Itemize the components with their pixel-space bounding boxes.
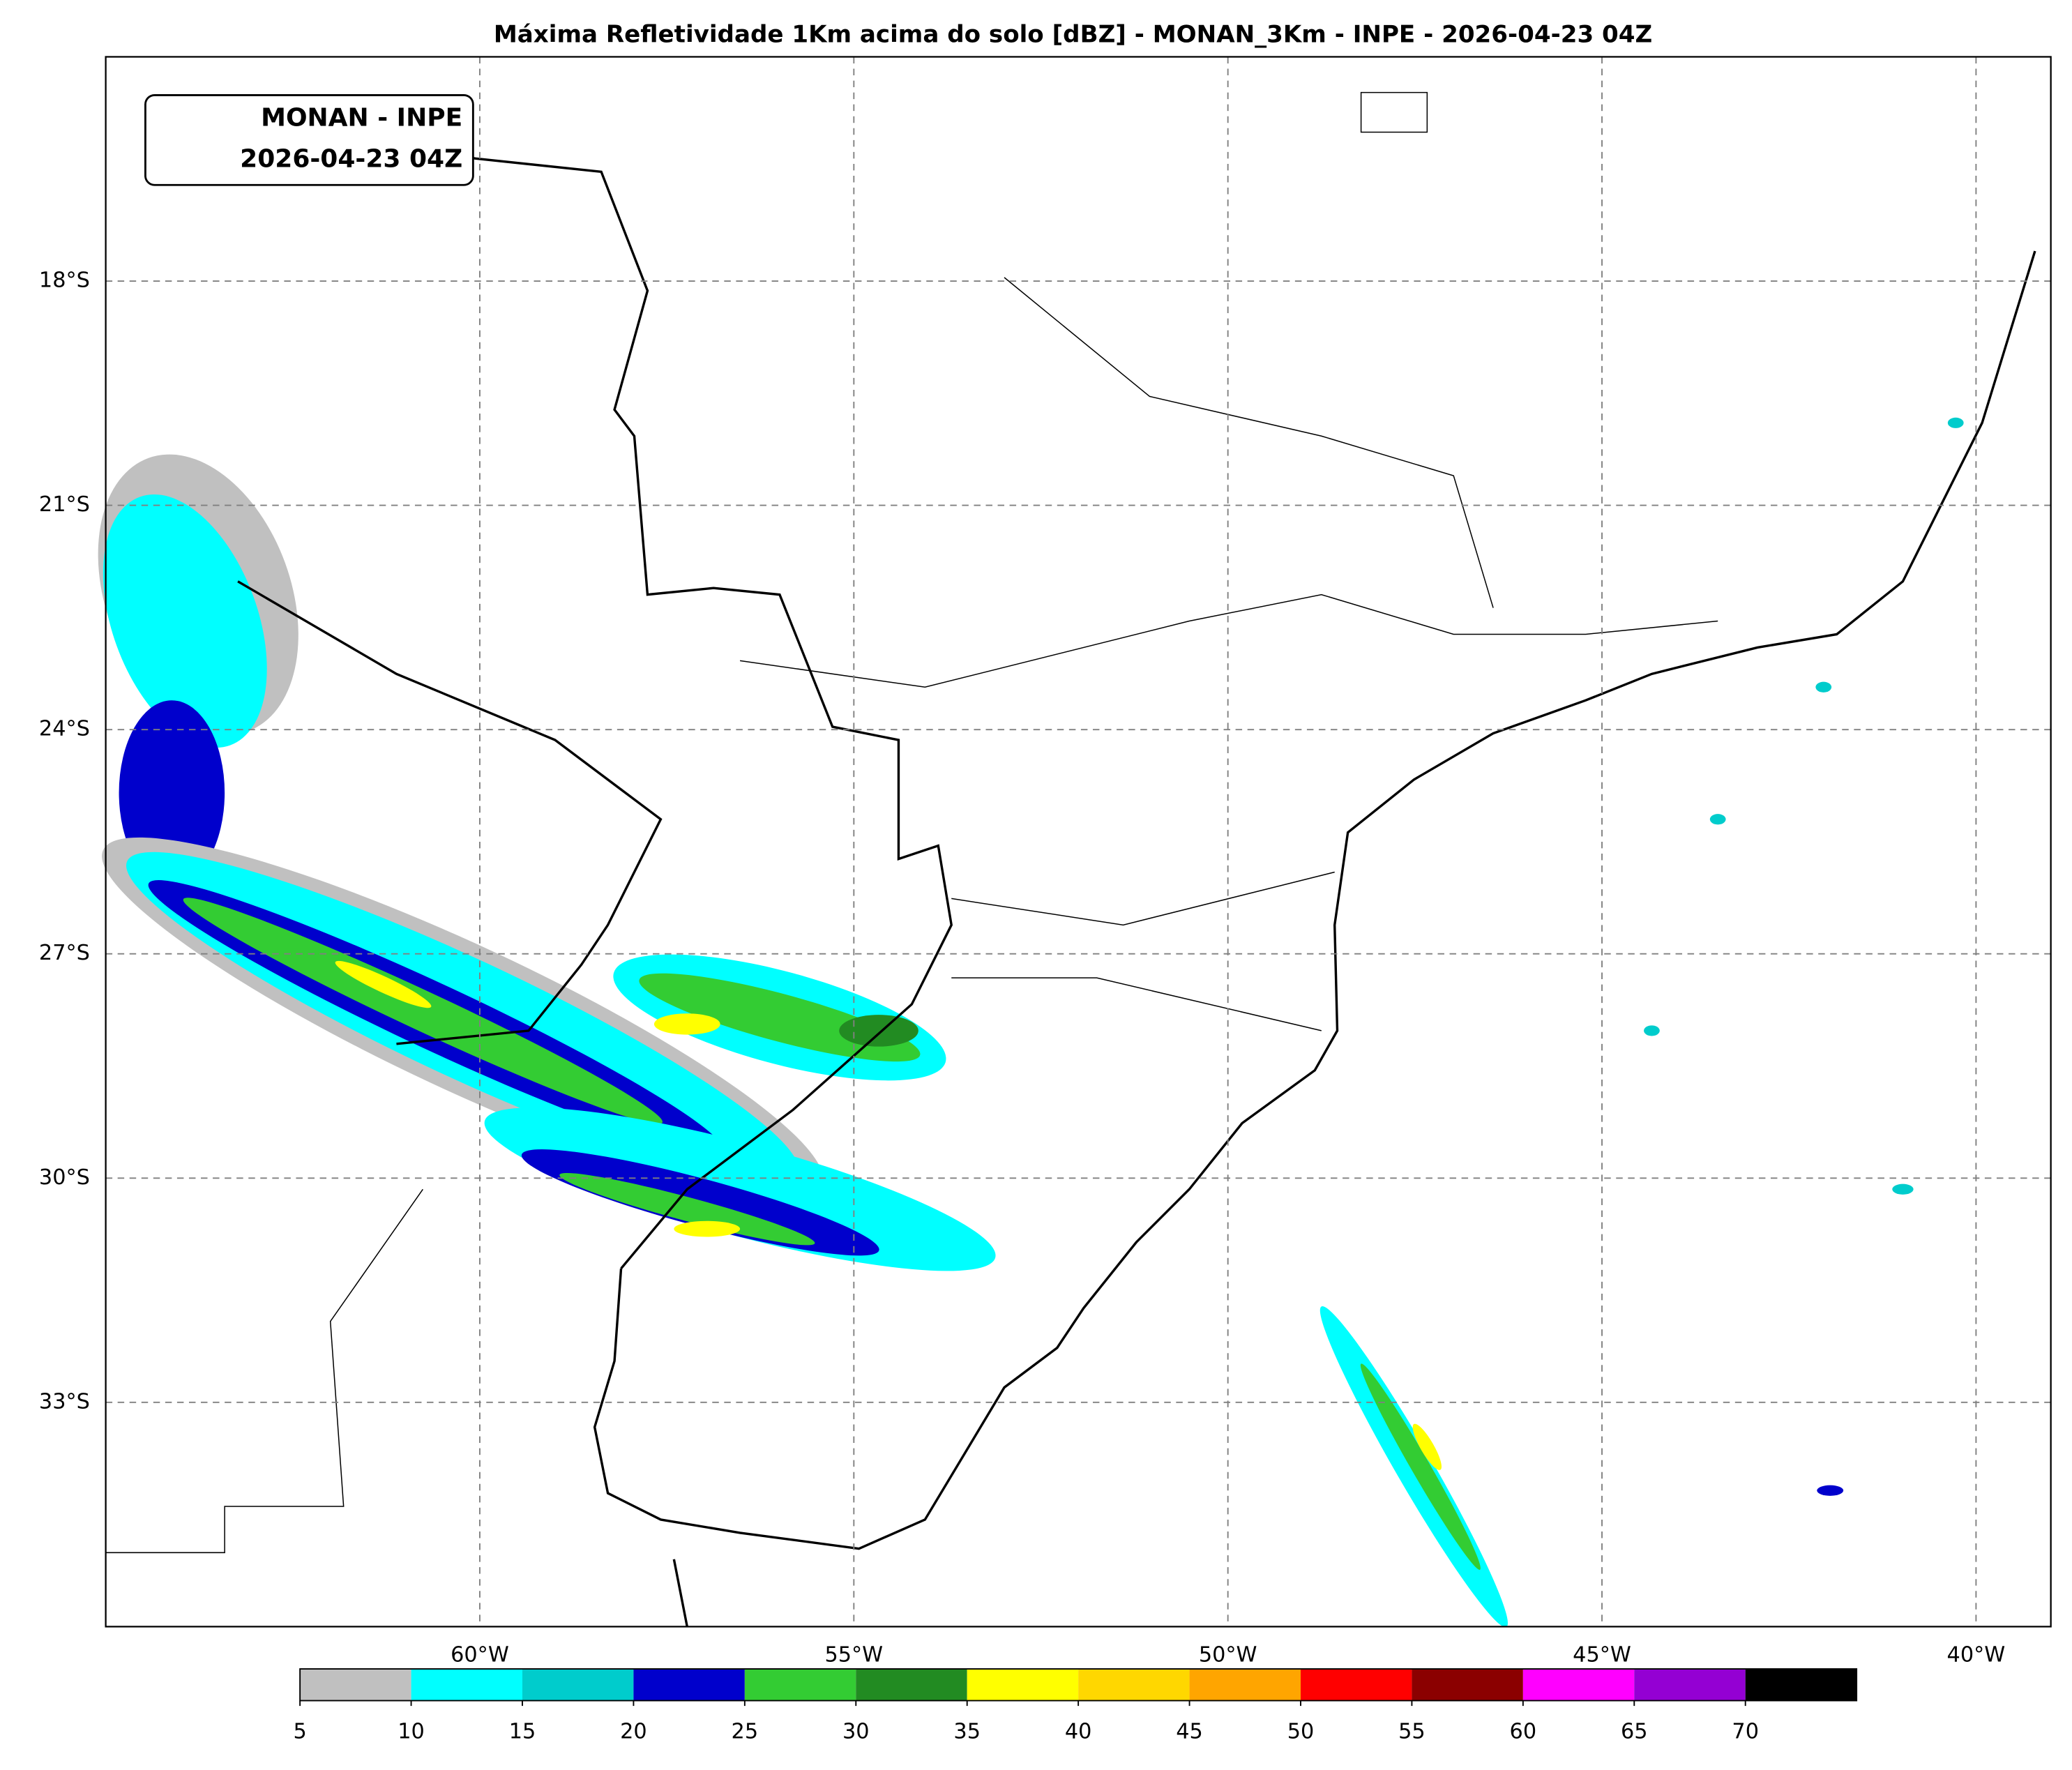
colorbar-tick-label: 65 [1621,1720,1648,1744]
echo [1815,681,1832,693]
colorbar-tick-label: 10 [398,1720,425,1744]
colorbar-tick-label: 50 [1287,1720,1315,1744]
colorbar-tick-label: 55 [1398,1720,1426,1744]
federal-district [1360,91,1428,133]
state-border [739,593,1718,688]
echo [1817,1485,1844,1496]
annotation-box [144,94,474,186]
colorbar-tick-label: 20 [620,1720,647,1744]
echo [839,1015,918,1047]
echo [1360,1363,1481,1570]
state-border [1004,277,1494,608]
colorbar-box [300,1669,411,1701]
province-border [105,1188,423,1554]
colorbar-tick-label: 30 [842,1720,870,1744]
coastline [593,250,2036,1550]
echo [335,960,432,1008]
echo [103,494,267,748]
colorbar-tick-label: 45 [1176,1720,1203,1744]
echo [1412,1423,1442,1470]
annotation: 2026-04-23 04Z [240,144,462,173]
colorbar-tick-label: 60 [1510,1720,1537,1744]
colorbar-tick-label: 5 [293,1720,306,1744]
echo [674,1220,741,1237]
echo [1644,1025,1660,1036]
colorbar-box [1522,1669,1635,1701]
echo [183,898,663,1124]
x-tick-label: 45°W [1573,1643,1631,1667]
colorbar-box [633,1669,745,1701]
state-border [951,977,1322,1031]
colorbar-tick-label: 70 [1732,1720,1759,1744]
colorbar-box [744,1669,856,1701]
y-tick-label: 18°S [39,268,90,293]
grid [105,56,2051,1627]
coastline [672,1559,688,1627]
colorbar-box [1412,1669,1523,1701]
colorbar-box [1634,1669,1746,1701]
colorbar: 5 10 15 20 25 30 35 40 45 50 55 60 65 70 [293,1668,1858,1744]
colorbar-box [1078,1669,1190,1701]
colorbar-tick-label: 15 [509,1720,536,1744]
y-tick-label: 21°S [39,492,90,517]
map-title: Máxima Refletividade 1Km acima do solo [… [494,21,1652,49]
y-tick-label: 33°S [39,1389,90,1414]
colorbar-box [967,1669,1079,1701]
colorbar-box [522,1669,634,1701]
colorbar-box [1745,1669,1857,1701]
country-border [237,580,663,1045]
colorbar-tick-label: 35 [953,1720,981,1744]
echo [1709,814,1726,825]
borders [105,91,2036,1627]
colorbar-box [411,1669,522,1701]
echo [1947,417,1964,428]
colorbar-tick-label: 40 [1065,1720,1092,1744]
colorbar-box [856,1669,967,1701]
y-tick-label: 30°S [39,1165,90,1190]
state-border [951,871,1335,926]
x-tick-label: 50°W [1199,1643,1257,1667]
map-frame [105,56,2052,1628]
annotation: MONAN - INPE [261,104,462,133]
x-tick-label: 40°W [1947,1643,2006,1667]
echo [559,1172,815,1246]
x-tick-label: 55°W [824,1643,883,1667]
echo [653,1013,720,1035]
country-border [277,130,953,1270]
y-tick-label: 27°S [39,941,90,965]
x-tick-label: 60°W [451,1643,509,1667]
colorbar-tick-label: 25 [732,1720,759,1744]
colorbar-box [1300,1669,1412,1701]
echo [1892,1183,1914,1195]
colorbar-box [1189,1669,1301,1701]
reflectivity [98,417,1964,1628]
y-tick-label: 24°S [39,717,90,741]
